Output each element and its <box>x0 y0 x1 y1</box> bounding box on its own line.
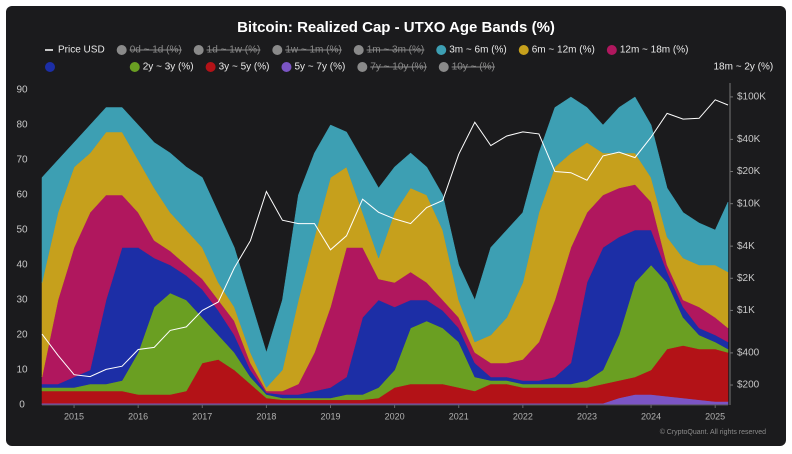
y-tick-label: 10 <box>16 365 28 376</box>
legend-item[interactable]: 3m ~ 6m (%) <box>436 45 507 56</box>
legend-label: 2y ~ 3y (%) <box>143 62 194 73</box>
x-tick-label: 2021 <box>449 411 469 421</box>
legend-swatch <box>45 62 55 72</box>
x-tick-label: 2023 <box>577 411 597 421</box>
legend-swatch <box>518 45 529 55</box>
legend-label: Price USD <box>58 45 105 56</box>
y-tick-label: 40 <box>16 260 28 271</box>
y-tick-label: 60 <box>16 190 28 201</box>
legend-swatch <box>438 62 449 72</box>
y-tick-label: 80 <box>16 120 28 131</box>
legend-item[interactable]: 18m ~ 2y (%) <box>45 62 773 73</box>
y2-tick-label: $1K <box>737 305 755 316</box>
legend-item[interactable]: 7y ~ 10y (%) <box>357 62 427 73</box>
y-tick-label: 50 <box>16 225 28 236</box>
legend-item[interactable]: 2y ~ 3y (%) <box>129 62 194 73</box>
y-tick-label: 0 <box>19 400 25 411</box>
x-tick-label: 2016 <box>128 411 148 421</box>
legend-label: 12m ~ 18m (%) <box>620 45 689 56</box>
legend-swatch <box>205 62 216 72</box>
chart-title: Bitcoin: Realized Cap - UTXO Age Bands (… <box>237 19 555 36</box>
legend-label: 5y ~ 7y (%) <box>294 62 345 73</box>
legend-swatch <box>193 45 204 55</box>
price-line <box>41 99 729 378</box>
y-tick-label: 90 <box>16 85 28 96</box>
x-tick-label: 2019 <box>320 411 340 421</box>
legend-item[interactable]: 10y ~ (%) <box>438 62 495 73</box>
legend-item[interactable]: 12m ~ 18m (%) <box>606 45 689 56</box>
legend-item[interactable]: 1w ~ 1m (%) <box>272 45 342 56</box>
area-band <box>41 96 729 388</box>
legend-label: 3y ~ 5y (%) <box>219 62 270 73</box>
legend-label: 3m ~ 6m (%) <box>449 45 507 56</box>
y2-tick-label: $4K <box>737 241 755 252</box>
y2-tick-label: $40K <box>737 134 761 145</box>
y2-tick-label: $10K <box>737 198 761 209</box>
y2-tick-label: $100K <box>737 92 766 103</box>
legend-label: 18m ~ 2y (%) <box>713 62 773 73</box>
y-tick-label: 30 <box>16 295 28 306</box>
legend-swatch <box>272 45 283 55</box>
legend-swatch <box>436 45 447 55</box>
legend-item[interactable]: 0d ~ 1d (%) <box>116 45 182 56</box>
legend-swatch <box>281 62 292 72</box>
x-tick-label: 2017 <box>192 411 212 421</box>
legend-swatch <box>606 45 617 55</box>
y-tick-label: 70 <box>16 155 28 166</box>
legend-label: 6m ~ 12m (%) <box>532 45 595 56</box>
legend-item[interactable]: 6m ~ 12m (%) <box>518 45 595 56</box>
legend-item[interactable]: 1d ~ 1w (%) <box>193 45 261 56</box>
x-tick-label: 2015 <box>64 411 84 421</box>
legend-item[interactable]: 5y ~ 7y (%) <box>281 62 345 73</box>
legend-item[interactable]: 3y ~ 5y (%) <box>205 62 270 73</box>
y2-tick-label: $2K <box>737 273 755 284</box>
x-tick-label: 2022 <box>513 411 533 421</box>
x-tick-label: 2018 <box>256 411 276 421</box>
legend-item[interactable]: 1m ~ 3m (%) <box>353 45 425 56</box>
x-tick-label: 2020 <box>385 411 405 421</box>
legend-swatch <box>116 45 127 55</box>
legend-item[interactable]: Price USD <box>45 45 105 56</box>
x-tick-label: 2024 <box>641 411 661 421</box>
legend-swatch <box>357 62 368 72</box>
x-tick-label: 2025 <box>705 411 725 421</box>
footer: © CryptoQuant. All rights reserved <box>660 428 766 436</box>
y-tick-label: 20 <box>16 330 28 341</box>
legend-swatch <box>129 62 140 72</box>
y2-tick-label: $400 <box>737 348 760 359</box>
y2-tick-label: $200 <box>737 380 760 391</box>
legend-swatch <box>353 45 364 55</box>
y2-tick-label: $20K <box>737 166 761 177</box>
